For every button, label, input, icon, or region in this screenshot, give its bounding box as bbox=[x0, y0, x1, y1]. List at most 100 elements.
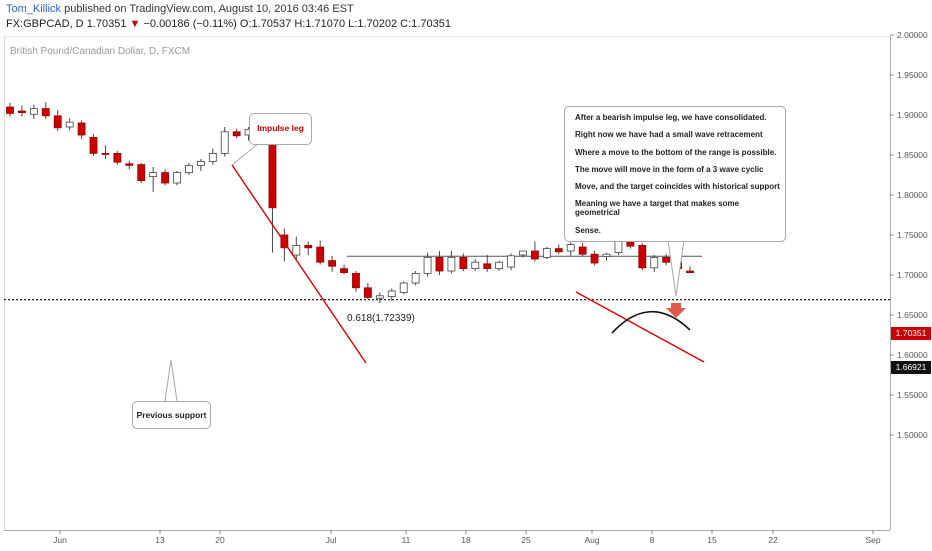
ohlc-low: L:1.70202 bbox=[348, 18, 398, 30]
candle-body bbox=[554, 248, 563, 253]
x-tick-label: Aug bbox=[584, 535, 599, 545]
x-tick-label: 13 bbox=[155, 535, 165, 545]
candle-body bbox=[65, 121, 74, 128]
candle-body bbox=[149, 172, 158, 178]
candle-body bbox=[316, 246, 325, 263]
candle-body bbox=[113, 152, 122, 163]
ohlc-close: C:1.70351 bbox=[400, 18, 451, 30]
previous-support-label: Previous support bbox=[136, 410, 207, 420]
x-tick-label: Jun bbox=[53, 535, 67, 545]
y-tick-label: 2.00000 bbox=[897, 30, 928, 40]
note-line: Move, and the target coincides with hist… bbox=[575, 182, 780, 192]
candle-body bbox=[185, 164, 193, 173]
candle-body bbox=[578, 246, 587, 255]
y-tick-label: 1.95000 bbox=[897, 70, 928, 80]
candle-body bbox=[471, 261, 480, 270]
candle-body bbox=[137, 164, 146, 182]
x-tick-label: Sep bbox=[865, 535, 880, 545]
price-axis[interactable] bbox=[890, 36, 932, 530]
y-tick-label: 1.80000 bbox=[897, 190, 928, 200]
candle-body bbox=[304, 244, 313, 249]
candle-body bbox=[6, 106, 14, 114]
candle-body bbox=[292, 244, 301, 256]
y-tick-label: 1.60000 bbox=[897, 350, 928, 360]
y-tick-label: 1.50000 bbox=[897, 430, 928, 440]
analysis-note-text: After a bearish impulse leg, we have con… bbox=[565, 107, 785, 235]
y-tick-label: 1.75000 bbox=[897, 230, 928, 240]
publish-info: published on TradingView.com, August 10,… bbox=[64, 3, 354, 15]
note-line: The move will move in the form of a 3 wa… bbox=[575, 164, 764, 174]
x-tick-label: 20 bbox=[215, 535, 225, 545]
publish-line: Tom_Killick published on TradingView.com… bbox=[6, 3, 354, 15]
candle-body bbox=[196, 160, 205, 166]
y-tick-label: 1.70000 bbox=[897, 270, 928, 280]
candle-body bbox=[411, 272, 420, 284]
candle-body bbox=[89, 136, 98, 154]
impulse-callout-pointer bbox=[231, 142, 269, 166]
y-tick-label: 1.85000 bbox=[897, 150, 928, 160]
candle-body bbox=[638, 244, 647, 269]
impulse-trendline bbox=[231, 164, 367, 364]
candle-body bbox=[542, 248, 551, 258]
plot-area[interactable] bbox=[4, 36, 891, 531]
symbol-line: FX:GBPCAD, D 1.70351 ▼ −0.00186 (−0.11%)… bbox=[6, 18, 451, 30]
support-callout-pointer bbox=[164, 359, 178, 402]
last-price-tag: 1.70351 bbox=[891, 327, 931, 340]
candle-body bbox=[662, 256, 671, 263]
down-triangle-icon: ▼ bbox=[129, 18, 141, 30]
impulse-leg-label: Impulse leg bbox=[257, 123, 304, 133]
candle-body bbox=[208, 152, 217, 162]
candle-body bbox=[173, 172, 181, 184]
x-tick-label: 25 bbox=[521, 535, 531, 545]
candle-body bbox=[686, 270, 694, 274]
candle-body bbox=[650, 256, 659, 269]
candle-body bbox=[363, 287, 372, 298]
ohlc-high: H:1.71070 bbox=[294, 18, 346, 30]
note-line: Right now we have had a small wave retra… bbox=[575, 130, 763, 140]
note-line: Meaning we have a target that makes some… bbox=[575, 199, 740, 218]
candle-body bbox=[519, 250, 527, 256]
impulse-leg-callout: Impulse leg bbox=[249, 113, 312, 145]
candle-body bbox=[399, 282, 408, 294]
candle-body bbox=[483, 263, 492, 269]
analysis-note-callout: After a bearish impulse leg, we have con… bbox=[564, 106, 786, 242]
x-tick-label: 11 bbox=[402, 535, 411, 545]
candle-body bbox=[447, 256, 456, 272]
price-change: −0.00186 (−0.11%) bbox=[143, 18, 237, 30]
candle-body bbox=[602, 253, 611, 257]
candle-body bbox=[340, 268, 348, 274]
candle-body bbox=[18, 110, 26, 113]
candle-body bbox=[53, 115, 62, 129]
note-line: Sense. bbox=[575, 225, 601, 235]
candle-body bbox=[459, 256, 468, 269]
previous-support-callout: Previous support bbox=[132, 401, 211, 429]
candle-body bbox=[161, 172, 169, 184]
candle-body bbox=[387, 290, 396, 297]
candle-body bbox=[125, 163, 134, 166]
fib-label: 0.618(1.72339) bbox=[347, 313, 415, 324]
candle-body bbox=[41, 108, 50, 117]
last-price: 1.70351 bbox=[86, 18, 127, 30]
x-tick-label: 15 bbox=[707, 535, 717, 545]
y-tick-label: 1.55000 bbox=[897, 390, 928, 400]
candle-body bbox=[328, 260, 337, 267]
candle-body bbox=[590, 253, 599, 264]
chart-watermark: British Pound/Canadian Dollar, D, FXCM bbox=[10, 46, 191, 57]
x-tick-label: 18 bbox=[461, 535, 471, 545]
x-tick-label: 22 bbox=[768, 535, 778, 545]
candle-body bbox=[423, 256, 432, 274]
y-tick-label: 1.65000 bbox=[897, 310, 928, 320]
note-line: Where a move to the bottom of the range … bbox=[575, 147, 777, 157]
candle-body bbox=[29, 108, 38, 115]
wave-arc bbox=[611, 310, 691, 334]
candle-body bbox=[77, 122, 86, 136]
chart-header: Tom_Killick published on TradingView.com… bbox=[0, 0, 932, 34]
note-line: After a bearish impulse leg, we have con… bbox=[575, 113, 767, 122]
author-link[interactable]: Tom_Killick bbox=[6, 3, 62, 15]
candle-body bbox=[352, 272, 360, 289]
candle-body bbox=[220, 131, 229, 154]
time-axis[interactable] bbox=[4, 530, 890, 551]
candle-body bbox=[531, 250, 539, 260]
candle-body bbox=[435, 256, 444, 272]
